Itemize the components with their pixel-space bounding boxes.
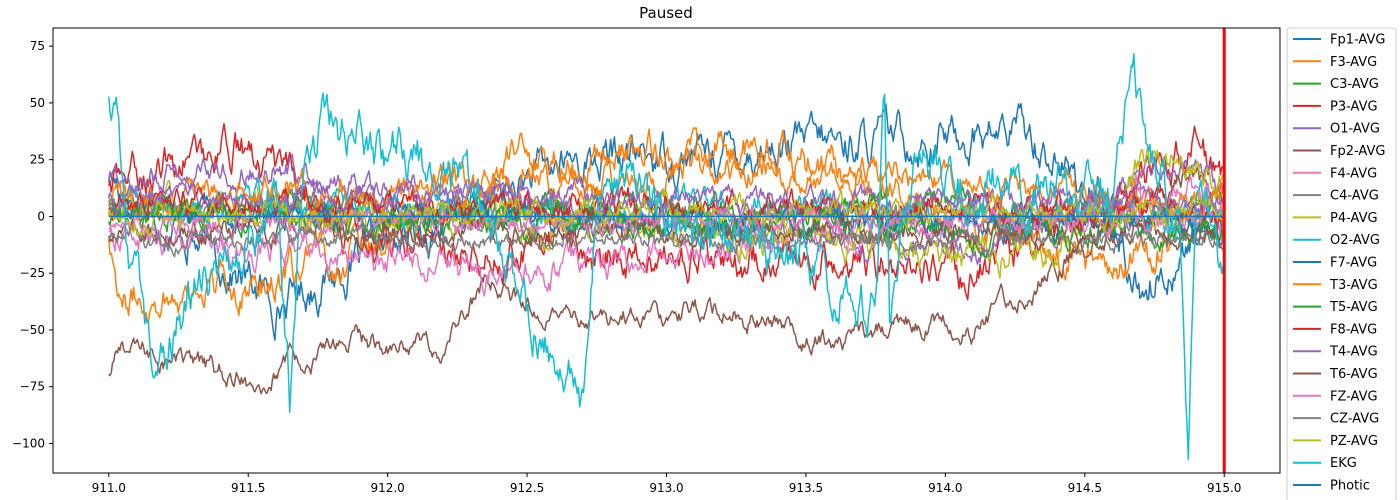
legend-label: P3-AVG [1330, 99, 1378, 114]
y-tick-label: 50 [30, 96, 45, 110]
x-tick-label: 913.5 [789, 481, 823, 495]
series-line-fp2-avg [108, 167, 1225, 395]
series-line-t4-avg [108, 170, 1225, 224]
legend-label: CZ-AVG [1330, 412, 1379, 427]
legend-label: PZ-AVG [1330, 434, 1378, 449]
x-tick-label: 911.5 [231, 481, 265, 495]
x-tick-label: 914.5 [1068, 481, 1102, 495]
x-tick-label: 915.0 [1207, 481, 1241, 495]
legend-label: FZ-AVG [1330, 389, 1378, 404]
series-line-cz-avg [108, 223, 1225, 258]
y-tick-label: 25 [30, 153, 45, 167]
series-layer [108, 52, 1225, 460]
legend-label: O1-AVG [1330, 122, 1380, 137]
legend-label: O2-AVG [1330, 233, 1380, 248]
legend-label: F7-AVG [1330, 256, 1377, 271]
y-tick-label: 75 [30, 39, 45, 53]
legend-label: T4-AVG [1329, 345, 1378, 360]
series-line-fp1-avg [108, 102, 1225, 341]
y-axis: 75 50 25 0 −25 −50 −75 −100 [12, 39, 53, 450]
legend-label: F4-AVG [1330, 166, 1377, 181]
legend: Fp1-AVG F3-AVG C3-AVG P3-AVG O1-AVG Fp2-AVG F4… [1286, 27, 1397, 500]
legend-label: T6-AVG [1329, 367, 1378, 382]
legend-label: F8-AVG [1330, 322, 1377, 337]
y-tick-label: −100 [12, 436, 45, 450]
legend-label: Fp1-AVG [1330, 33, 1385, 48]
legend-label: T5-AVG [1329, 300, 1378, 315]
x-axis: 911.0 911.5 912.0 912.5 913.0 913.5 914.0 914.5… [92, 473, 1241, 495]
y-tick-label: 0 [37, 209, 45, 223]
y-tick-label: −25 [20, 266, 45, 280]
legend-label: T3-AVG [1329, 278, 1378, 293]
x-tick-label: 912.5 [510, 481, 544, 495]
y-tick-label: −50 [20, 323, 45, 337]
legend-label: Photic [1330, 479, 1370, 494]
x-tick-label: 911.0 [92, 481, 126, 495]
series-line-ekg [108, 52, 1225, 460]
y-tick-label: −75 [20, 380, 45, 394]
legend-label: Fp2-AVG [1330, 144, 1385, 159]
x-tick-label: 914.0 [928, 481, 962, 495]
legend-label: P4-AVG [1330, 211, 1378, 226]
series-line-c4-avg [108, 187, 1225, 235]
legend-frame [1286, 27, 1397, 500]
chart-title: Paused [639, 4, 693, 22]
series-line-pz-avg [108, 188, 1225, 238]
x-tick-label: 912.0 [370, 481, 404, 495]
legend-label: C4-AVG [1330, 189, 1379, 204]
legend-label: F3-AVG [1330, 55, 1377, 70]
legend-label: EKG [1330, 456, 1357, 471]
x-tick-label: 913.0 [649, 481, 683, 495]
legend-label: C3-AVG [1330, 77, 1379, 92]
